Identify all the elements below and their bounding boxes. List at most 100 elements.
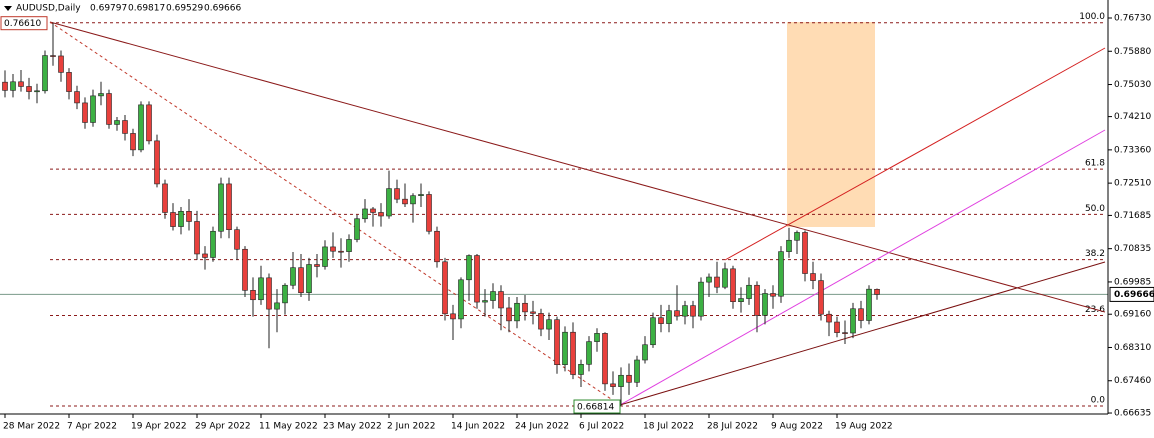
fib-low-tag: [573, 399, 621, 414]
candle-body: [298, 267, 304, 293]
candle-body: [706, 276, 712, 283]
candle-body: [474, 255, 480, 303]
candle-body: [98, 93, 104, 97]
candle-body: [650, 317, 656, 346]
y-tick-label: 0.66635: [1114, 409, 1151, 419]
candle-body: [90, 95, 96, 123]
candle-body: [306, 264, 312, 293]
candle-body: [530, 311, 536, 314]
candle-body: [402, 198, 408, 205]
symbol: AUDUSD,Daily: [16, 4, 81, 14]
candle-body: [490, 291, 496, 301]
candle-body: [394, 188, 400, 200]
ohlc-value: 0.69817: [128, 4, 165, 14]
candle-body: [754, 284, 760, 316]
candle-body: [658, 317, 664, 324]
candle-body: [802, 232, 808, 274]
x-tick-label: 19 Aug 2022: [835, 422, 893, 432]
candle-body: [218, 183, 224, 232]
x-tick-label: 28 Jul 2022: [707, 422, 758, 432]
x-tick-label: 23 May 2022: [323, 422, 382, 432]
candle-body: [810, 273, 816, 281]
candle-body: [258, 277, 264, 301]
y-tick-label: 0.72510: [1114, 179, 1151, 189]
ohlc-value: 0.69666: [204, 4, 241, 14]
target-zone: [787, 22, 875, 227]
candle-body: [466, 255, 472, 281]
fib-level-label: 38.2: [1085, 249, 1105, 259]
candle-body: [274, 302, 280, 310]
candle-body: [362, 208, 368, 220]
fib-level-label: 61.8: [1085, 159, 1105, 169]
candle-body: [202, 253, 208, 258]
channel-line: [724, 47, 1106, 261]
candle-body: [58, 55, 64, 73]
candle-body: [250, 290, 256, 301]
candle-body: [66, 72, 72, 92]
candle-body: [186, 211, 192, 222]
candle-body: [722, 268, 728, 288]
candle-body: [138, 104, 144, 151]
candle-body: [162, 183, 168, 213]
candle-body: [594, 333, 600, 342]
y-tick-label: 0.75030: [1114, 80, 1151, 90]
fib-level-label: 100.0: [1079, 12, 1105, 22]
candle-body: [762, 293, 768, 316]
candle-body: [154, 140, 160, 185]
candle-body: [746, 284, 752, 299]
fib-low-label: 0.66814: [577, 403, 614, 413]
candle-body: [386, 188, 392, 217]
candle-body: [850, 308, 856, 334]
candle-body: [18, 81, 24, 87]
candle-body: [338, 250, 344, 253]
candle-body: [570, 331, 576, 375]
candle-body: [714, 276, 720, 288]
candle-body: [178, 211, 184, 227]
candle-body: [226, 183, 232, 230]
candle-body: [786, 239, 792, 252]
candle-body: [826, 313, 832, 323]
candle-body: [546, 319, 552, 330]
candle-body: [378, 212, 384, 217]
candle-body: [242, 248, 248, 291]
x-tick-label: 2 Jun 2022: [387, 422, 435, 432]
y-tick-label: 0.70835: [1114, 244, 1151, 254]
candle-body: [770, 293, 776, 297]
candle-body: [562, 331, 568, 365]
candle-body: [698, 281, 704, 317]
candle-body: [602, 333, 608, 385]
candle-body: [690, 305, 696, 317]
candle-body: [842, 332, 848, 334]
y-tick-label: 0.67460: [1114, 376, 1151, 386]
candle-body: [858, 308, 864, 321]
candle-body: [370, 208, 376, 213]
y-tick-label: 0.71685: [1114, 211, 1151, 221]
price-tag: [1109, 286, 1154, 302]
candle-body: [610, 383, 616, 387]
x-tick-label: 11 May 2022: [259, 422, 318, 432]
candle-body: [210, 230, 216, 258]
price-tag-label: 0.69666: [1114, 290, 1154, 300]
candle-body: [674, 310, 680, 317]
menu-arrow[interactable]: [4, 6, 12, 11]
candle-body: [738, 298, 744, 302]
candle-body: [666, 310, 672, 324]
y-tick-label: 0.75880: [1114, 47, 1151, 57]
support-line: [619, 261, 1106, 406]
candle-body: [554, 319, 560, 365]
candle-body: [114, 120, 120, 125]
x-tick-label: 6 Jul 2022: [579, 422, 624, 432]
candle-body: [626, 374, 632, 383]
candle-body: [322, 246, 328, 267]
candle-body: [354, 218, 360, 240]
y-tick-label: 0.69160: [1114, 310, 1151, 320]
candle-body: [586, 341, 592, 365]
candle-body: [34, 90, 40, 93]
fib-level-label: 0.0: [1091, 396, 1106, 406]
candle-body: [2, 81, 8, 91]
ohlc-value: 0.69529: [166, 4, 203, 14]
y-tick-label: 0.69985: [1114, 277, 1151, 287]
candle-body: [82, 102, 88, 123]
fib-high-tag: [0, 16, 48, 31]
